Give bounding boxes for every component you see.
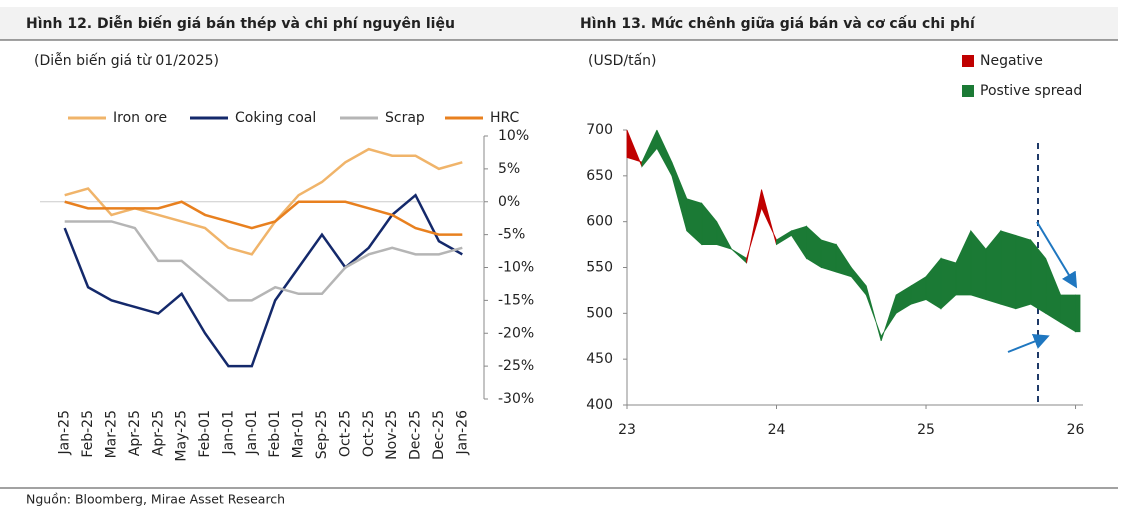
x-tick-label: Jan-25 <box>57 410 73 455</box>
spread-segment <box>1015 234 1032 310</box>
legend-label: Scrap <box>385 110 425 126</box>
x-tick-label: Feb-25 <box>80 410 96 458</box>
x-tick-label: Sep-25 <box>314 410 330 459</box>
y-tick-label: -20% <box>498 325 534 341</box>
spread-segment <box>850 266 867 297</box>
series-line <box>64 220 463 302</box>
spread-segment <box>641 129 658 168</box>
x-tick-label: Apr-25 <box>127 410 143 456</box>
legend-label: Negative <box>980 53 1043 69</box>
spread-segment <box>895 285 912 315</box>
spread-segment <box>880 294 897 341</box>
x-tick-label: Dec-25 <box>408 410 424 460</box>
x-tick-label: 23 <box>618 422 636 438</box>
legend-label: Postive spread <box>980 83 1082 99</box>
spread-segment <box>820 239 837 273</box>
x-tick-label: Feb-01 <box>197 410 213 458</box>
y-tick-label: 550 <box>586 260 613 276</box>
y-tick-label: 5% <box>498 161 520 177</box>
y-tick-label: -15% <box>498 292 534 308</box>
spread-segment <box>985 229 1002 305</box>
chart-title: Hình 13. Mức chênh giữa giá bán và cơ cấ… <box>580 15 976 32</box>
spread-segment <box>1060 294 1076 333</box>
x-tick-label: Oct-25 <box>337 410 353 457</box>
y-tick-label: 10% <box>498 128 529 144</box>
x-tick-label: Apr-25 <box>150 410 166 456</box>
chart-subtitle: (USD/tấn) <box>588 53 657 69</box>
spread-segment <box>1030 238 1047 315</box>
legend-swatch <box>962 55 974 67</box>
legend-swatch <box>962 85 974 97</box>
spread-segment <box>865 285 882 341</box>
x-tick-label: Mar-01 <box>291 410 307 458</box>
x-tick-label: Jan-26 <box>454 410 470 456</box>
x-tick-label: 25 <box>917 422 935 438</box>
y-tick-label: -30% <box>498 391 534 407</box>
x-tick-label: May-25 <box>174 410 190 462</box>
legend-label: HRC <box>490 110 520 126</box>
y-tick-label: 0% <box>498 194 520 210</box>
y-tick-label: 500 <box>586 305 613 321</box>
trend-arrow <box>1036 221 1078 289</box>
y-tick-label: -5% <box>498 227 525 243</box>
legend-label: Iron ore <box>113 110 167 126</box>
x-tick-label: Nov-25 <box>384 410 400 460</box>
x-tick-label: Jan-01 <box>220 410 236 455</box>
y-tick-label: -10% <box>498 260 534 276</box>
spread-segment <box>791 225 807 260</box>
x-tick-label: 24 <box>768 422 786 438</box>
spread-segment <box>731 248 748 264</box>
spread-segment <box>1000 230 1017 310</box>
legend-label: Coking coal <box>235 110 316 126</box>
spread-segment <box>776 230 792 246</box>
x-tick-label: Jan-01 <box>244 410 260 455</box>
spread-segment <box>835 243 852 278</box>
spread-segment <box>626 129 643 167</box>
x-tick-label: 26 <box>1067 422 1085 438</box>
chart-subtitle: (Diễn biến giá từ 01/2025) <box>34 52 219 69</box>
spread-segment <box>716 221 733 250</box>
source-note: Nguồn: Bloomberg, Mirae Asset Research <box>26 492 285 507</box>
spread-segment <box>955 230 972 296</box>
spread-segment <box>746 189 762 263</box>
series-line <box>64 200 463 236</box>
series-line <box>63 193 463 368</box>
y-tick-label: 600 <box>586 214 613 230</box>
spread-segment <box>1075 294 1081 333</box>
spread-segment <box>671 161 688 231</box>
spread-segment <box>970 229 987 301</box>
x-tick-label: Feb-01 <box>267 410 283 458</box>
spread-segment <box>686 198 703 246</box>
header-band <box>0 7 1118 40</box>
y-tick-label: 400 <box>586 397 613 413</box>
spread-segment <box>806 225 822 269</box>
spread-segment <box>940 257 957 310</box>
spread-segment <box>656 129 673 177</box>
y-tick-label: 450 <box>586 351 613 367</box>
x-tick-label: Dec-25 <box>431 410 447 460</box>
x-tick-label: Mar-25 <box>103 410 119 458</box>
spread-segment <box>910 275 927 305</box>
trend-arrow <box>1007 333 1050 353</box>
spread-segment <box>1045 258 1061 324</box>
spread-segment <box>925 257 942 310</box>
spread-segment <box>701 202 718 245</box>
chart-title: Hình 12. Diễn biến giá bán thép và chi p… <box>26 15 455 32</box>
spread-segment <box>761 189 777 245</box>
y-tick-label: 700 <box>586 122 613 138</box>
y-tick-label: -25% <box>498 358 534 374</box>
y-tick-label: 650 <box>586 168 613 184</box>
x-tick-label: Oct-25 <box>361 410 377 457</box>
